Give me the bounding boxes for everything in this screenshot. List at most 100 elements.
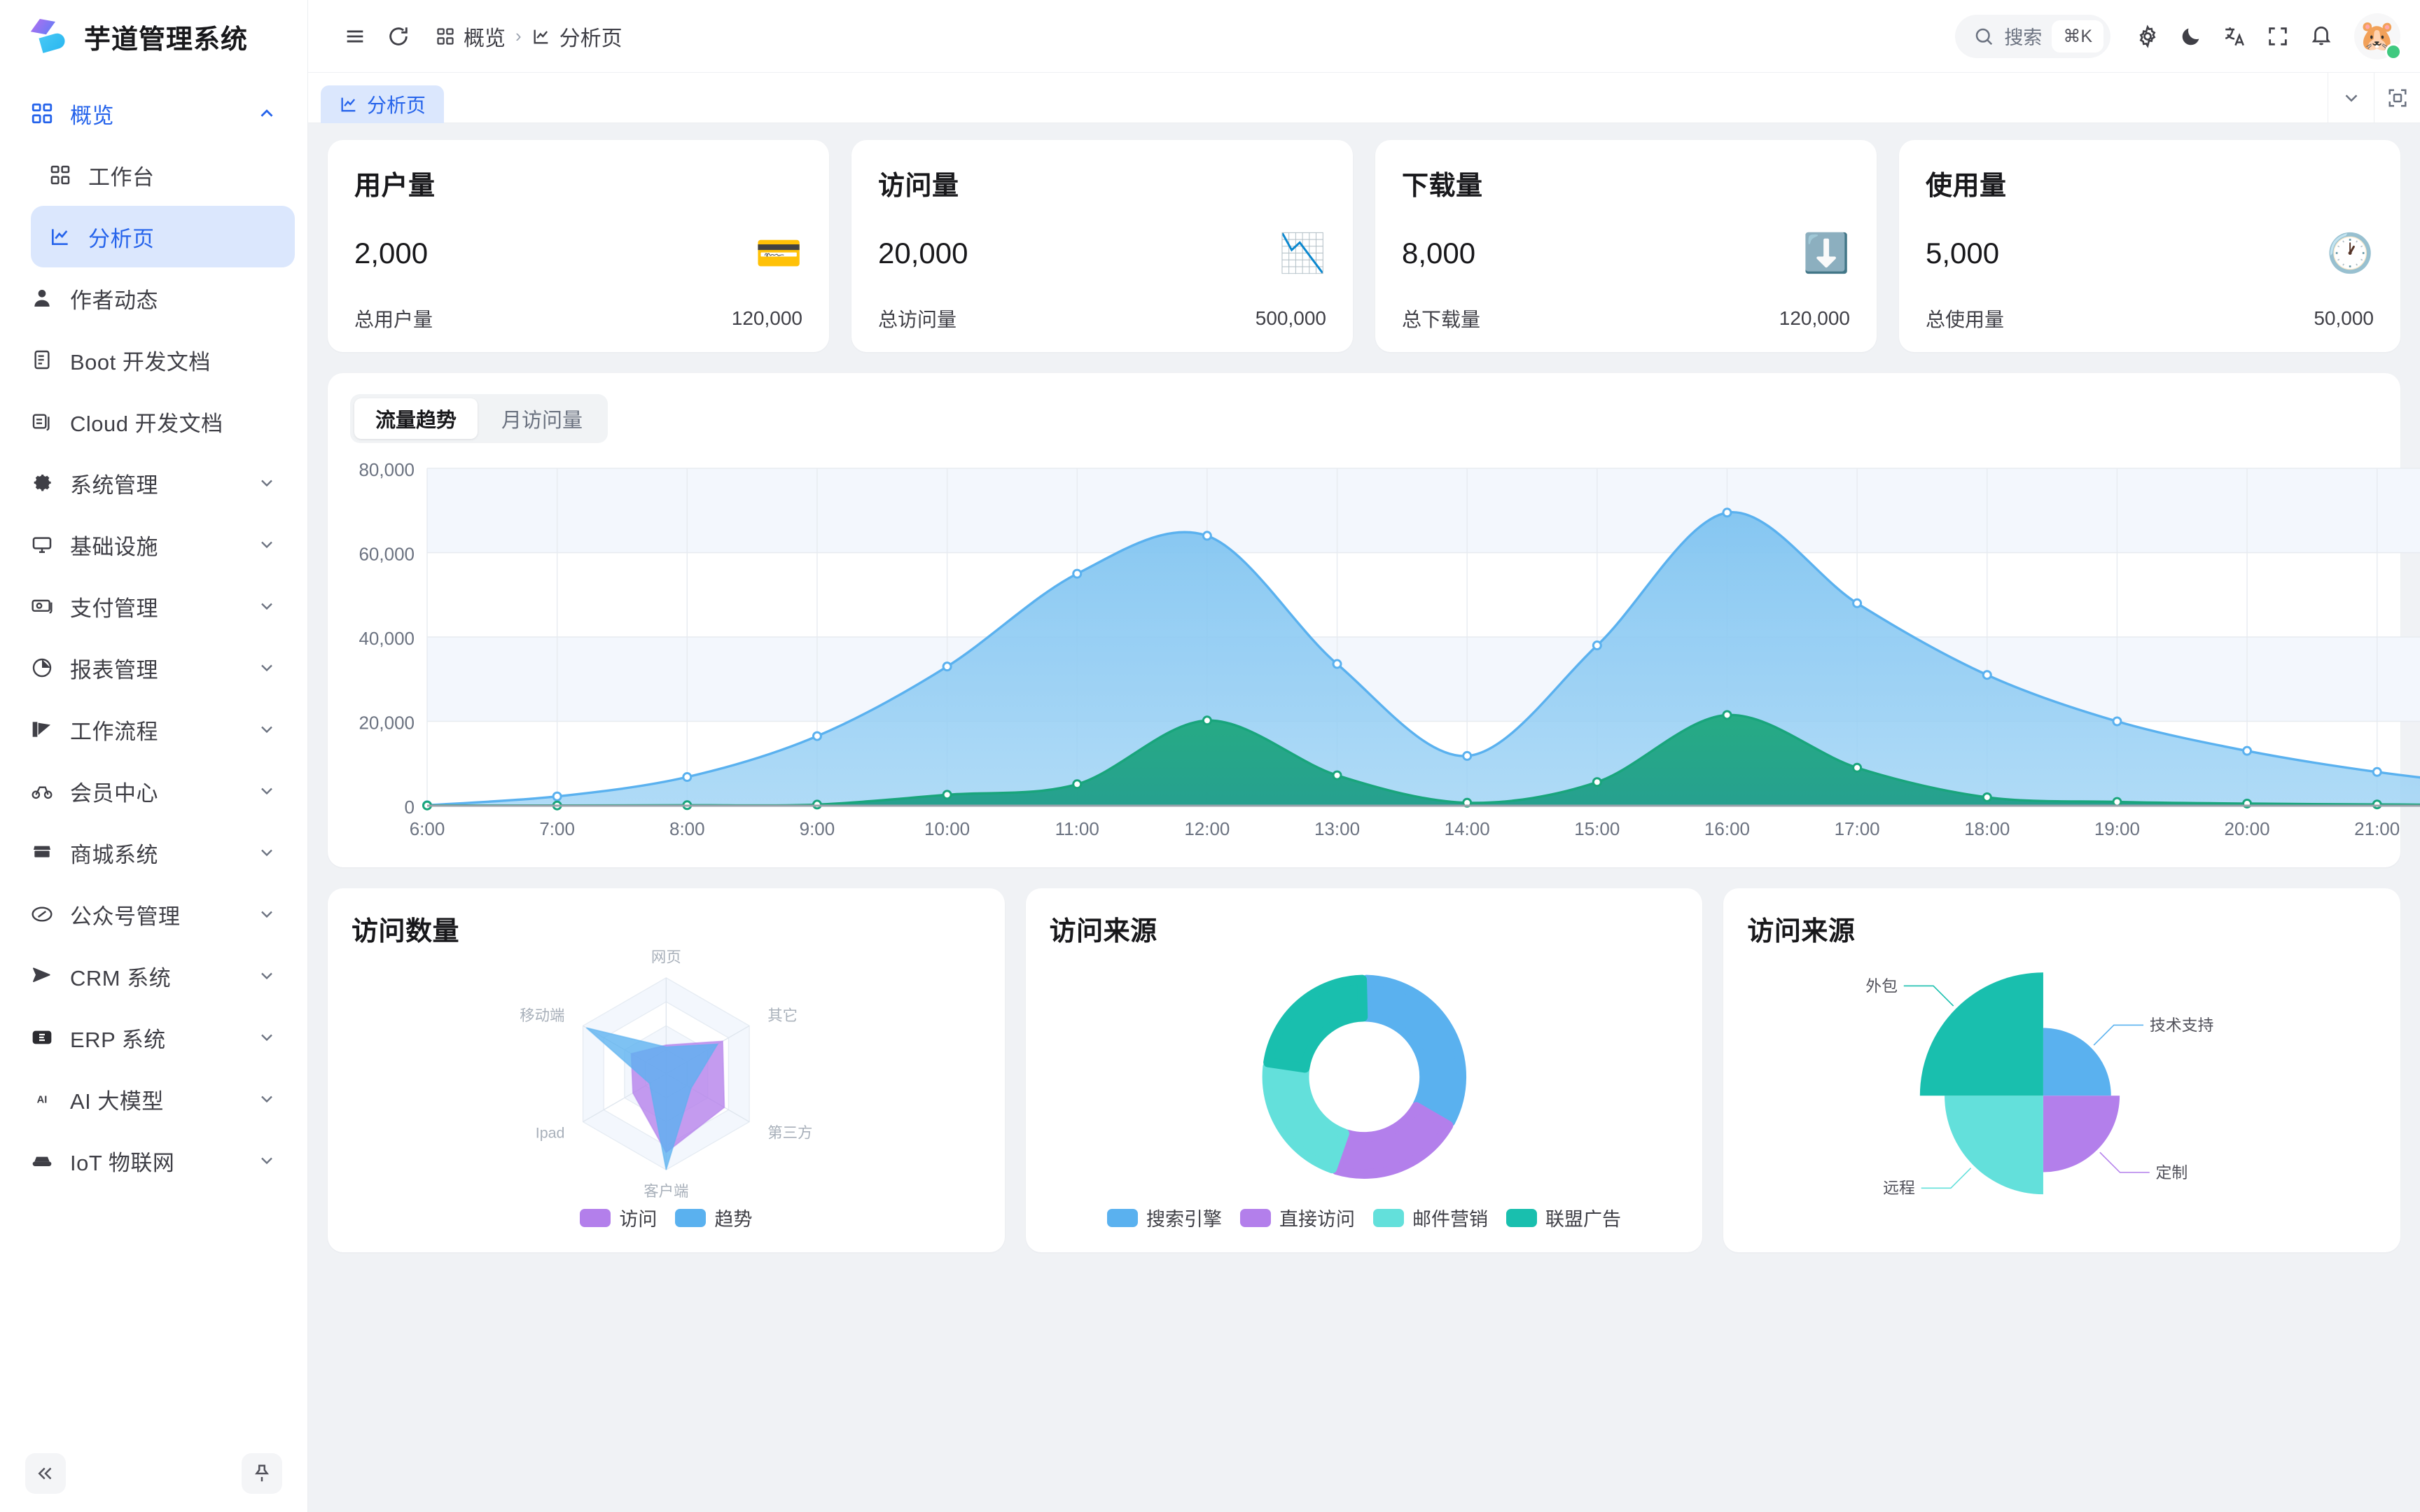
donut-chart: [1050, 948, 1679, 1200]
sidebar-item-workflow[interactable]: 工作流程: [13, 699, 295, 760]
legend-item[interactable]: 邮件营销: [1372, 1204, 1488, 1231]
legend-swatch: [675, 1208, 707, 1227]
sidebar-item-workbench[interactable]: 工作台: [31, 144, 295, 206]
status-badge: [2385, 43, 2402, 60]
legend-item[interactable]: 搜索引擎: [1106, 1204, 1222, 1231]
sidebar-item-label: 系统管理: [70, 472, 158, 498]
legend-item[interactable]: 直接访问: [1239, 1204, 1355, 1231]
svg-text:60,000: 60,000: [359, 544, 415, 565]
chevron-down-icon[interactable]: [254, 902, 279, 927]
chevron-down-icon[interactable]: [254, 655, 279, 680]
legend-swatch: [580, 1208, 611, 1227]
sidebar-item-label: 会员中心: [70, 780, 158, 806]
settings-button[interactable]: [2126, 15, 2169, 58]
svg-text:11:00: 11:00: [1055, 818, 1099, 839]
chevron-down-icon[interactable]: [254, 840, 279, 865]
visit-source-rose-card: 访问来源 技术支持 定制 远程 外包: [1723, 888, 2400, 1252]
breadcrumb-label: 分析页: [559, 27, 623, 50]
sidebar-item-infrastructure[interactable]: 基础设施: [13, 514, 295, 575]
svg-text:移动端: 移动端: [520, 1007, 564, 1024]
ai-icon: AI: [28, 1085, 56, 1113]
chart-decreasing-icon: 📉: [1279, 232, 1326, 274]
main-area: 概览 › 分析页 搜索 ⌘K: [308, 0, 2420, 1512]
sidebar-item-report-management[interactable]: 报表管理: [13, 637, 295, 699]
sidebar-item-boot-docs[interactable]: Boot 开发文档: [13, 329, 295, 391]
sidebar-item-author-news[interactable]: 作者动态: [13, 267, 295, 329]
breadcrumb-item-overview[interactable]: 概览: [436, 21, 506, 52]
chevron-down-icon[interactable]: [254, 1025, 279, 1050]
sidebar-item-label: 基础设施: [70, 534, 158, 559]
chevron-down-icon[interactable]: [254, 1086, 279, 1112]
sidebar-item-official-account[interactable]: 公众号管理: [13, 883, 295, 945]
server-icon: [28, 1147, 56, 1175]
fullscreen-button[interactable]: [2256, 15, 2300, 58]
legend-swatch: [1505, 1208, 1537, 1227]
svg-text:第三方: 第三方: [767, 1124, 812, 1141]
hamburger-menu-icon[interactable]: [333, 15, 377, 58]
tab-analysis[interactable]: 分析页: [321, 85, 445, 123]
svg-text:6:00: 6:00: [410, 818, 445, 839]
double-chevron-left-icon: [35, 1463, 56, 1484]
legend-swatch: [1372, 1208, 1404, 1227]
tab-maximize-button[interactable]: [2374, 72, 2420, 123]
area-chart-svg: 0 20,000 40,000 60,000 80,000 6:00 7:00 8:00 9:0…: [359, 459, 2420, 839]
sidebar-item-iot[interactable]: IoT 物联网: [13, 1130, 295, 1191]
bike-icon: [28, 777, 56, 805]
sidebar-item-member-center[interactable]: 会员中心: [13, 760, 295, 822]
stat-title: 下载量: [1402, 172, 1483, 201]
pin-sidebar-button[interactable]: [242, 1453, 282, 1494]
sidebar-item-system-management[interactable]: 系统管理: [13, 452, 295, 514]
bell-icon: [2309, 24, 2333, 48]
breadcrumb-item-analysis[interactable]: 分析页: [531, 21, 623, 52]
trend-tab-monthly[interactable]: 月访问量: [501, 410, 583, 432]
search-input[interactable]: 搜索 ⌘K: [1955, 14, 2110, 58]
legend-item[interactable]: 趋势: [675, 1204, 752, 1231]
brand-logo-icon: [25, 15, 69, 58]
legend-item[interactable]: 访问: [580, 1204, 657, 1231]
gear-icon: [28, 469, 56, 497]
chevron-down-icon[interactable]: [254, 470, 279, 496]
chevron-down-icon[interactable]: [254, 778, 279, 804]
search-shortcut-badge: ⌘K: [2052, 20, 2103, 52]
refresh-icon[interactable]: [377, 15, 420, 58]
brand-title: 芋道管理系统: [84, 24, 249, 55]
sidebar-item-erp-system[interactable]: ERP 系统: [13, 1007, 295, 1068]
breadcrumb-label: 概览: [464, 27, 506, 50]
tab-dropdown-button[interactable]: [2328, 72, 2374, 123]
legend-item[interactable]: 联盟广告: [1505, 1204, 1621, 1231]
breadcrumb-separator: ›: [515, 25, 522, 46]
notifications-button[interactable]: [2300, 15, 2343, 58]
sidebar-item-label: 工作台: [88, 164, 155, 190]
sidebar-item-cloud-docs[interactable]: Cloud 开发文档: [13, 391, 295, 452]
collapse-sidebar-button[interactable]: [25, 1453, 66, 1494]
sidebar-item-ai-model[interactable]: AI AI 大模型: [13, 1068, 295, 1130]
grid-icon: [46, 161, 74, 189]
sidebar-item-label: IoT 物联网: [70, 1150, 175, 1175]
sidebar-item-crm-system[interactable]: CRM 系统: [13, 945, 295, 1007]
chevron-down-icon[interactable]: [254, 717, 279, 742]
chevron-down-icon[interactable]: [254, 594, 279, 619]
svg-text:16:00: 16:00: [1704, 818, 1750, 839]
chevron-down-icon[interactable]: [254, 963, 279, 988]
radar-legend: 访问 趋势: [352, 1200, 981, 1231]
chevron-down-icon[interactable]: [254, 1148, 279, 1173]
chevron-up-icon[interactable]: [254, 101, 279, 126]
stat-card-usage: 使用量 5,000 🕐 总使用量 50,000: [1899, 140, 2400, 352]
svg-text:19:00: 19:00: [2094, 818, 2140, 839]
avatar[interactable]: 🐹: [2354, 13, 2402, 60]
brand-logo-row[interactable]: 芋道管理系统: [0, 0, 307, 73]
chevron-down-icon[interactable]: [254, 532, 279, 557]
sidebar-item-mall-system[interactable]: 商城系统: [13, 822, 295, 883]
sidebar-item-payment-management[interactable]: 支付管理: [13, 575, 295, 637]
trend-tab-traffic[interactable]: 流量趋势: [354, 398, 478, 439]
sidebar-item-label: CRM 系统: [70, 965, 172, 990]
sidebar-item-analysis[interactable]: 分析页: [31, 206, 295, 267]
legend-swatch: [1106, 1208, 1138, 1227]
sidebar-item-overview[interactable]: 概览: [13, 83, 295, 144]
svg-text:80,000: 80,000: [359, 459, 415, 480]
dark-mode-toggle[interactable]: [2169, 15, 2213, 58]
language-switch[interactable]: [2213, 15, 2256, 58]
stat-foot-value: 500,000: [1255, 307, 1326, 329]
